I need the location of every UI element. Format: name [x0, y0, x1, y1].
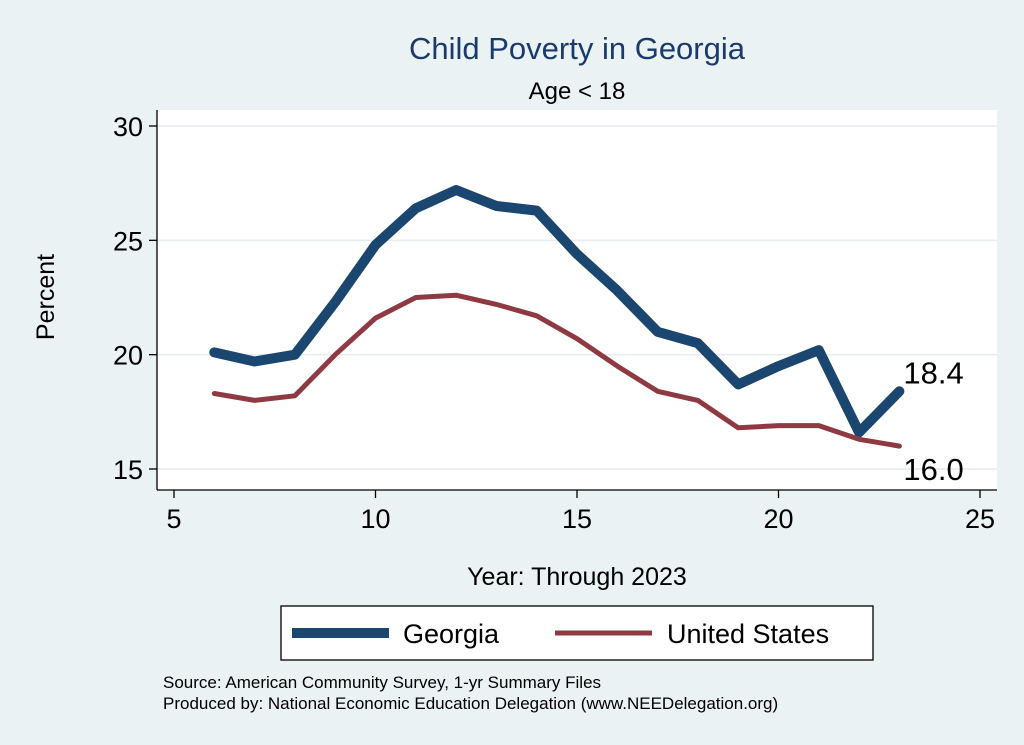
y-tick-label-20: 20	[113, 341, 143, 371]
x-tick-label-10: 10	[360, 504, 390, 534]
plot-area	[157, 110, 997, 490]
end-label-georgia: 18.4	[903, 355, 963, 390]
y-tick-label-25: 25	[113, 226, 143, 256]
y-tick-label-15: 15	[113, 455, 143, 485]
x-tick-label-15: 15	[562, 504, 592, 534]
legend-label-united-states: United States	[667, 619, 829, 649]
series-line-united-states	[211, 292, 902, 449]
chart-subtitle: Age < 18	[529, 78, 626, 105]
x-axis-label: Year: Through 2023	[467, 563, 687, 591]
x-axis-ticks: 5 10 15 20 25	[166, 490, 995, 534]
legend-label-georgia: Georgia	[403, 619, 500, 649]
chart-title: Child Poverty in Georgia	[409, 31, 746, 66]
end-label-united-states: 16.0	[903, 452, 963, 487]
y-axis-ticks: 15 20 25 30	[113, 112, 157, 485]
y-tick-label-30: 30	[113, 112, 143, 142]
x-tick-label-5: 5	[166, 504, 181, 534]
legend: Georgia United States	[280, 605, 874, 661]
end-labels: 18.4 16.0	[903, 355, 963, 487]
y-axis-label: Percent	[32, 254, 60, 340]
source-note: Source: American Community Survey, 1-yr …	[163, 673, 601, 692]
x-tick-label-20: 20	[763, 504, 793, 534]
series-lines	[209, 185, 905, 449]
series-line-georgia	[209, 185, 905, 438]
produced-by-note: Produced by: National Economic Education…	[163, 694, 778, 713]
x-tick-label-25: 25	[965, 504, 995, 534]
